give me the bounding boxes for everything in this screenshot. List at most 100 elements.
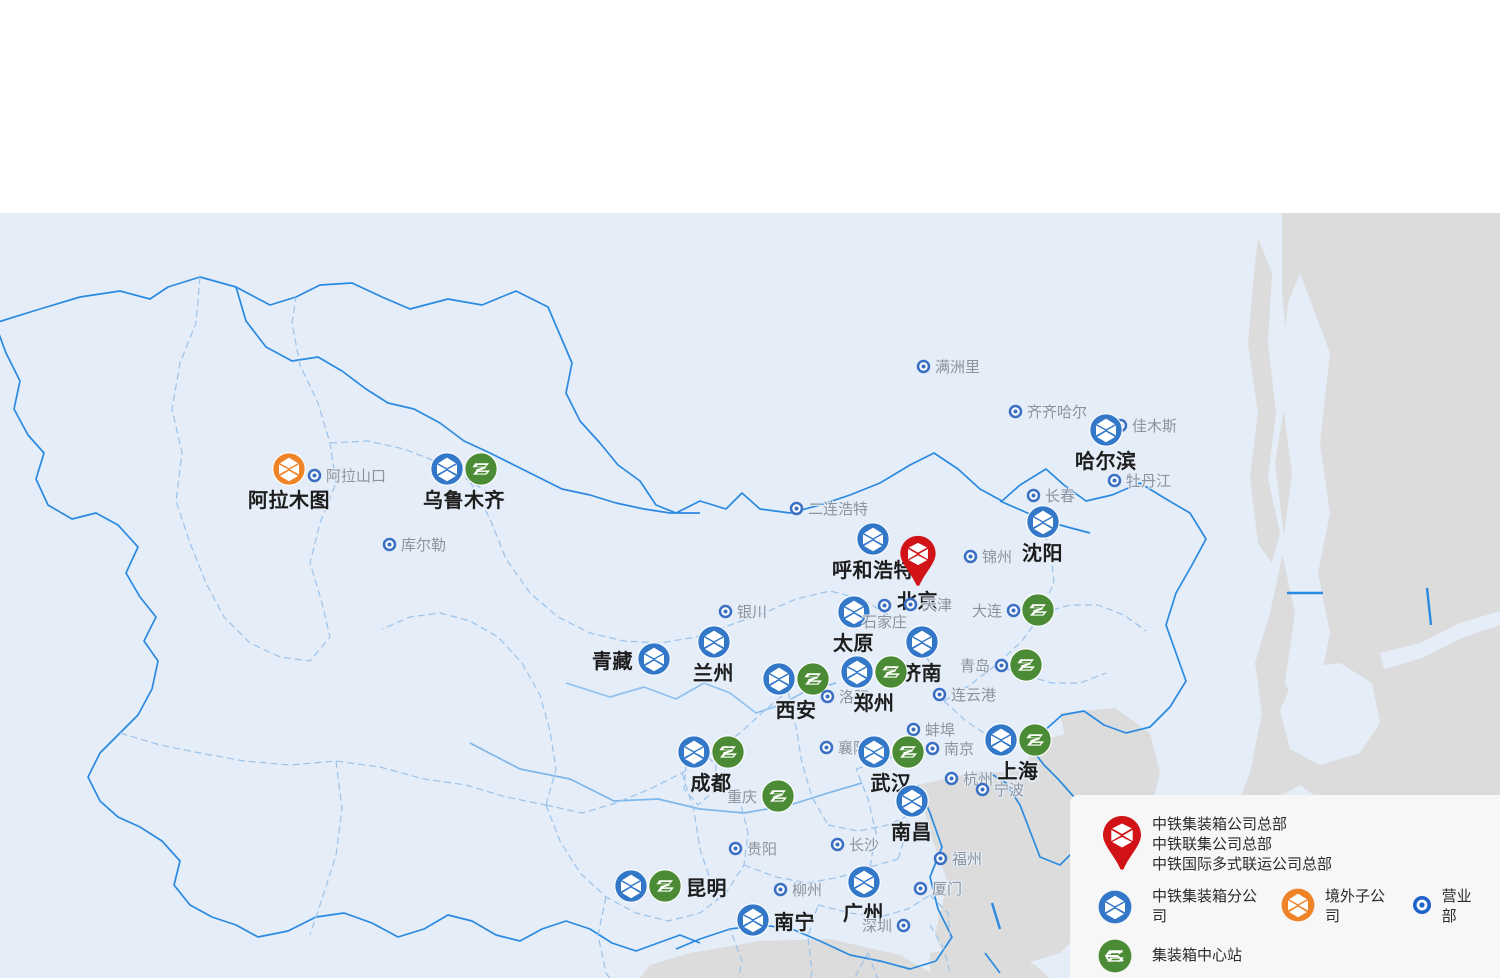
map-marker[interactable]: 石家庄: [862, 598, 907, 632]
map-marker[interactable]: 呼和浩特: [832, 522, 914, 583]
marker-icon-group[interactable]: [984, 723, 1052, 757]
marker-icon-group[interactable]: [736, 903, 770, 937]
branch-company-icon[interactable]: [984, 723, 1018, 757]
marker-icon-group[interactable]: [857, 735, 925, 769]
container-station-icon[interactable]: [711, 735, 745, 769]
map-marker[interactable]: 青藏: [592, 642, 671, 676]
map-marker[interactable]: 南宁: [736, 903, 815, 937]
business-office-dot-icon[interactable]: [1026, 488, 1041, 503]
container-station-icon[interactable]: [761, 779, 795, 813]
marker-icon-group[interactable]: [637, 642, 671, 676]
business-office-dot-icon[interactable]: [933, 851, 948, 866]
map-marker[interactable]: 广州: [843, 865, 884, 926]
marker-icon-group[interactable]: [933, 851, 948, 866]
business-office-dot-icon[interactable]: [382, 537, 397, 552]
marker-icon-group[interactable]: [916, 359, 931, 374]
map-marker[interactable]: 二连浩特: [789, 498, 868, 519]
marker-icon-group[interactable]: [1006, 593, 1055, 627]
branch-company-icon[interactable]: [430, 452, 464, 486]
business-office-dot-icon[interactable]: [944, 771, 959, 786]
legend-row-branches[interactable]: 中铁集装箱分公司 境外子公司: [1098, 887, 1500, 927]
branch-company-icon[interactable]: [856, 522, 890, 556]
business-office-dot-icon[interactable]: [728, 841, 743, 856]
marker-icon-group[interactable]: [718, 604, 733, 619]
business-office-dot-icon[interactable]: [913, 881, 928, 896]
marker-icon-group[interactable]: [846, 865, 881, 899]
legend-row-station[interactable]: 集装箱中心站: [1098, 939, 1500, 973]
marker-icon-group[interactable]: [898, 535, 938, 587]
marker-icon-group[interactable]: [696, 625, 731, 659]
map-marker[interactable]: 重庆: [727, 779, 795, 813]
map-marker[interactable]: 南昌: [891, 784, 932, 845]
container-station-icon[interactable]: [1021, 593, 1055, 627]
map-marker[interactable]: 沈阳: [1022, 505, 1063, 566]
marker-icon-group[interactable]: [614, 869, 682, 903]
container-station-icon[interactable]: [1018, 723, 1052, 757]
branch-company-icon[interactable]: [846, 865, 881, 899]
business-office-dot-icon[interactable]: [896, 918, 911, 933]
marker-icon-group[interactable]: [1008, 404, 1023, 419]
branch-company-icon[interactable]: [836, 595, 871, 629]
branch-company-icon[interactable]: [762, 662, 796, 696]
map-marker[interactable]: 蚌埠: [906, 719, 955, 740]
branch-company-icon[interactable]: [696, 625, 731, 659]
map-marker[interactable]: 锦州: [963, 546, 1012, 567]
marker-icon-group[interactable]: [789, 501, 804, 516]
map-marker[interactable]: 天津: [903, 594, 952, 615]
marker-icon-group[interactable]: [894, 784, 929, 818]
marker-icon-group[interactable]: [762, 662, 830, 696]
map-marker[interactable]: 贵阳: [728, 838, 777, 859]
business-office-dot-icon[interactable]: [932, 687, 947, 702]
branch-company-icon[interactable]: [1088, 413, 1123, 447]
branch-company-icon[interactable]: [1025, 505, 1060, 539]
map-marker[interactable]: 南京: [925, 738, 974, 759]
marker-icon-group[interactable]: [944, 771, 959, 786]
marker-icon-group[interactable]: [856, 522, 890, 556]
container-station-icon[interactable]: [648, 869, 682, 903]
marker-icon-group[interactable]: [932, 687, 947, 702]
marker-icon-group[interactable]: [1026, 488, 1041, 503]
branch-company-icon[interactable]: [904, 625, 939, 659]
map-marker[interactable]: 郑州: [840, 655, 908, 716]
map-marker[interactable]: 成都: [677, 735, 745, 796]
marker-icon-group[interactable]: [430, 452, 498, 486]
map-marker[interactable]: 太原: [833, 595, 874, 656]
branch-company-icon[interactable]: [677, 735, 711, 769]
business-office-dot-icon[interactable]: [994, 658, 1009, 673]
headquarters-pin-icon[interactable]: [898, 535, 938, 587]
business-office-dot-icon[interactable]: [773, 882, 788, 897]
business-office-dot-icon[interactable]: [975, 782, 990, 797]
container-station-icon[interactable]: [1009, 648, 1043, 682]
marker-icon-group[interactable]: [728, 841, 743, 856]
branch-company-icon[interactable]: [857, 735, 891, 769]
marker-icon-group[interactable]: [896, 918, 911, 933]
map-marker[interactable]: 柳州: [773, 879, 822, 900]
marker-icon-group[interactable]: [904, 625, 939, 659]
business-office-dot-icon[interactable]: [877, 598, 892, 613]
business-office-dot-icon[interactable]: [789, 501, 804, 516]
branch-company-icon[interactable]: [840, 655, 874, 689]
marker-icon-group[interactable]: [963, 549, 978, 564]
marker-icon-group[interactable]: [830, 837, 845, 852]
marker-icon-group[interactable]: [903, 597, 918, 612]
map-marker[interactable]: 齐齐哈尔: [1008, 401, 1087, 422]
map-marker[interactable]: 库尔勒: [382, 534, 446, 555]
branch-company-icon[interactable]: [637, 642, 671, 676]
map-marker[interactable]: 西安: [762, 662, 830, 723]
container-station-icon[interactable]: [464, 452, 498, 486]
marker-icon-group[interactable]: [382, 537, 397, 552]
map-marker[interactable]: 上海: [984, 723, 1052, 784]
overseas-subsidiary-icon[interactable]: [272, 452, 306, 486]
marker-icon-group[interactable]: [272, 452, 306, 486]
map-marker[interactable]: 大连: [972, 593, 1055, 627]
marker-icon-group[interactable]: [925, 741, 940, 756]
map-marker[interactable]: 厦门: [913, 878, 962, 899]
marker-icon-group[interactable]: [761, 779, 795, 813]
marker-icon-group[interactable]: [913, 881, 928, 896]
map-marker[interactable]: 福州: [933, 848, 982, 869]
branch-company-icon[interactable]: [614, 869, 648, 903]
map-marker[interactable]: 北京: [897, 535, 938, 614]
marker-icon-group[interactable]: [906, 722, 921, 737]
container-station-icon[interactable]: [796, 662, 830, 696]
marker-icon-group[interactable]: [840, 655, 908, 689]
